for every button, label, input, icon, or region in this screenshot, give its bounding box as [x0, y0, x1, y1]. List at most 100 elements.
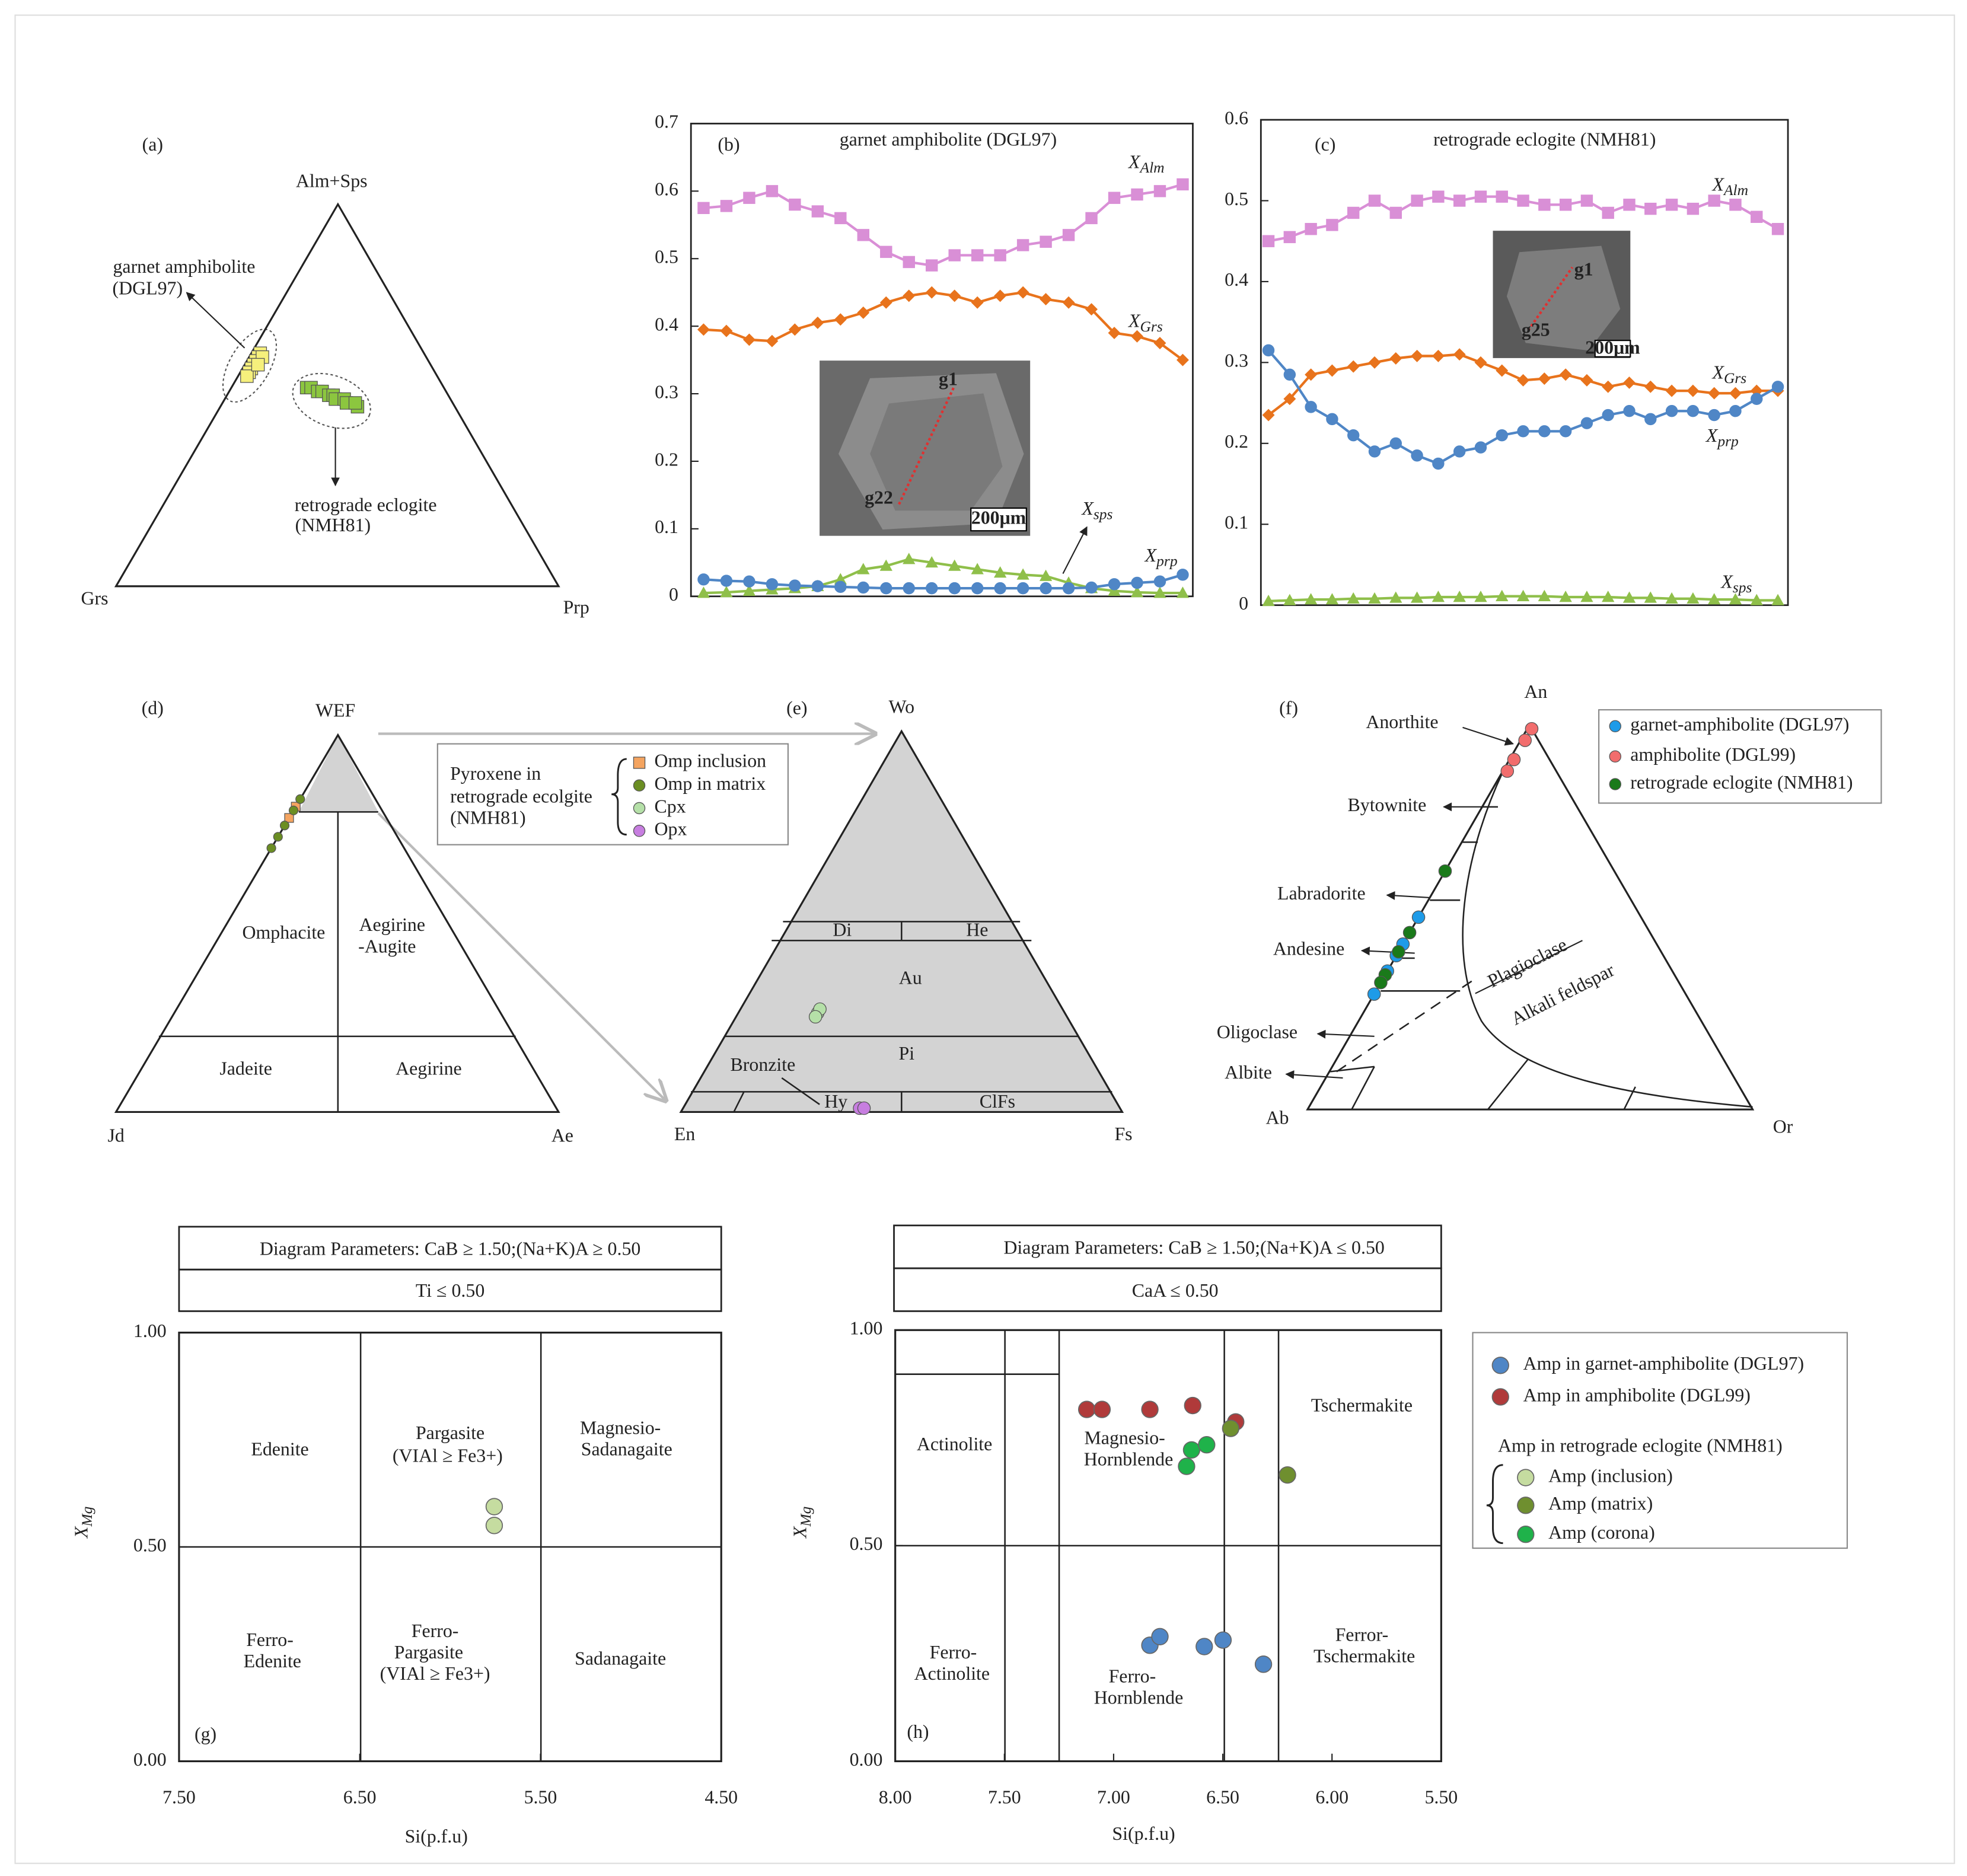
point: [971, 249, 984, 261]
point: [948, 289, 961, 302]
legend-label: Amp (corona): [1548, 1522, 1655, 1543]
series-line: [703, 573, 1184, 590]
panel-label: (g): [195, 1724, 216, 1744]
y-tick-label: 0.1: [1225, 512, 1248, 533]
point: [1729, 199, 1742, 211]
point: [1729, 405, 1742, 417]
point: [1130, 586, 1144, 598]
series-label: Xsps: [1720, 572, 1752, 596]
point: [1751, 393, 1763, 405]
point: [720, 575, 733, 587]
point: [1176, 586, 1190, 598]
y-axis-label: XMg: [790, 1507, 814, 1539]
point: [1040, 293, 1053, 306]
point: [834, 580, 847, 594]
vertex-label: Jd: [107, 1125, 124, 1146]
annotation: (DGL97): [112, 277, 183, 298]
legend-marker: [633, 825, 646, 837]
point: [1602, 409, 1614, 422]
panel-label: (c): [1315, 134, 1335, 155]
point: [1525, 722, 1539, 736]
field-label: Sadanagaite: [575, 1648, 666, 1669]
point: [948, 559, 961, 571]
y-tick-label: 0.7: [655, 111, 678, 132]
point: [1367, 987, 1381, 1001]
header-text: Diagram Parameters: CaB ≥ 1.50;(Na+K)A ≤…: [1003, 1237, 1385, 1258]
point: [1131, 188, 1143, 201]
point: [485, 1517, 503, 1534]
point: [1062, 229, 1075, 241]
legend-label: Amp (inclusion): [1548, 1465, 1673, 1486]
field-label: Ferro-: [1109, 1666, 1156, 1686]
point: [1325, 593, 1339, 605]
point: [1410, 591, 1424, 603]
legend-title: (NMH81): [450, 807, 526, 828]
point: [1108, 584, 1121, 596]
point: [1368, 194, 1381, 207]
legend-marker: [633, 802, 646, 815]
field-label: Au: [899, 967, 922, 988]
field-label: Jadeite: [219, 1058, 272, 1079]
field-label: Aegirine: [396, 1058, 462, 1079]
point: [1708, 387, 1721, 400]
point: [1453, 445, 1466, 458]
y-tick-label: 1.00: [133, 1320, 167, 1341]
point: [1644, 380, 1657, 393]
point: [1517, 194, 1529, 207]
panel-label: (e): [786, 697, 807, 718]
point: [1283, 594, 1296, 605]
point: [1062, 582, 1075, 595]
header-text: CaA ≤ 0.50: [1132, 1280, 1219, 1301]
point: [857, 1101, 871, 1115]
inset-label: g1: [939, 368, 958, 389]
point: [1108, 327, 1121, 340]
point: [1304, 593, 1318, 605]
field-label: Aegirine: [359, 914, 426, 935]
y-tick-label: 0.4: [655, 314, 678, 334]
point: [1283, 368, 1296, 381]
triangle: [114, 202, 560, 588]
legend-label: Amp in amphibolite (DGL99): [1523, 1384, 1751, 1405]
point: [1214, 1631, 1232, 1649]
field-label: Bytownite: [1348, 795, 1427, 815]
point: [1432, 591, 1445, 602]
field-label: Hornblende: [1084, 1449, 1173, 1470]
x-axis-label: Si(p.f.u): [1112, 1823, 1175, 1844]
field-label: Oligoclase: [1217, 1022, 1297, 1042]
point: [789, 579, 801, 592]
layout: [158, 231, 1882, 1762]
point: [948, 582, 961, 595]
series-line: [703, 557, 1183, 595]
point: [1538, 589, 1551, 601]
inset-label: 200μm: [971, 507, 1026, 528]
frame: [14, 14, 1955, 1864]
point: [1751, 210, 1763, 223]
point: [1368, 356, 1381, 369]
point: [1516, 589, 1530, 601]
legend-label: garnet-amphibolite (DGL97): [1630, 714, 1849, 735]
point: [279, 821, 290, 831]
point: [811, 580, 824, 592]
point: [880, 582, 892, 595]
point: [1077, 1400, 1096, 1418]
point: [1262, 235, 1275, 247]
series-line: [703, 291, 1184, 361]
field-label: Plagioclase: [1484, 934, 1570, 991]
point: [1153, 575, 1166, 588]
point: [1389, 437, 1402, 449]
inset-label: g22: [865, 487, 893, 508]
plot-frame: [690, 123, 1194, 598]
point: [1254, 1655, 1273, 1673]
point: [1496, 429, 1508, 442]
point: [1085, 212, 1098, 225]
point: [1559, 368, 1572, 381]
vertex-label: Or: [1773, 1116, 1793, 1137]
legend-marker: [1609, 750, 1621, 763]
point: [1580, 417, 1593, 429]
point: [1177, 569, 1189, 581]
x-tick-label: 6.00: [1315, 1787, 1348, 1808]
field-label: Tschermakite: [1311, 1395, 1413, 1415]
field-label: Magnesio-: [1084, 1428, 1165, 1449]
